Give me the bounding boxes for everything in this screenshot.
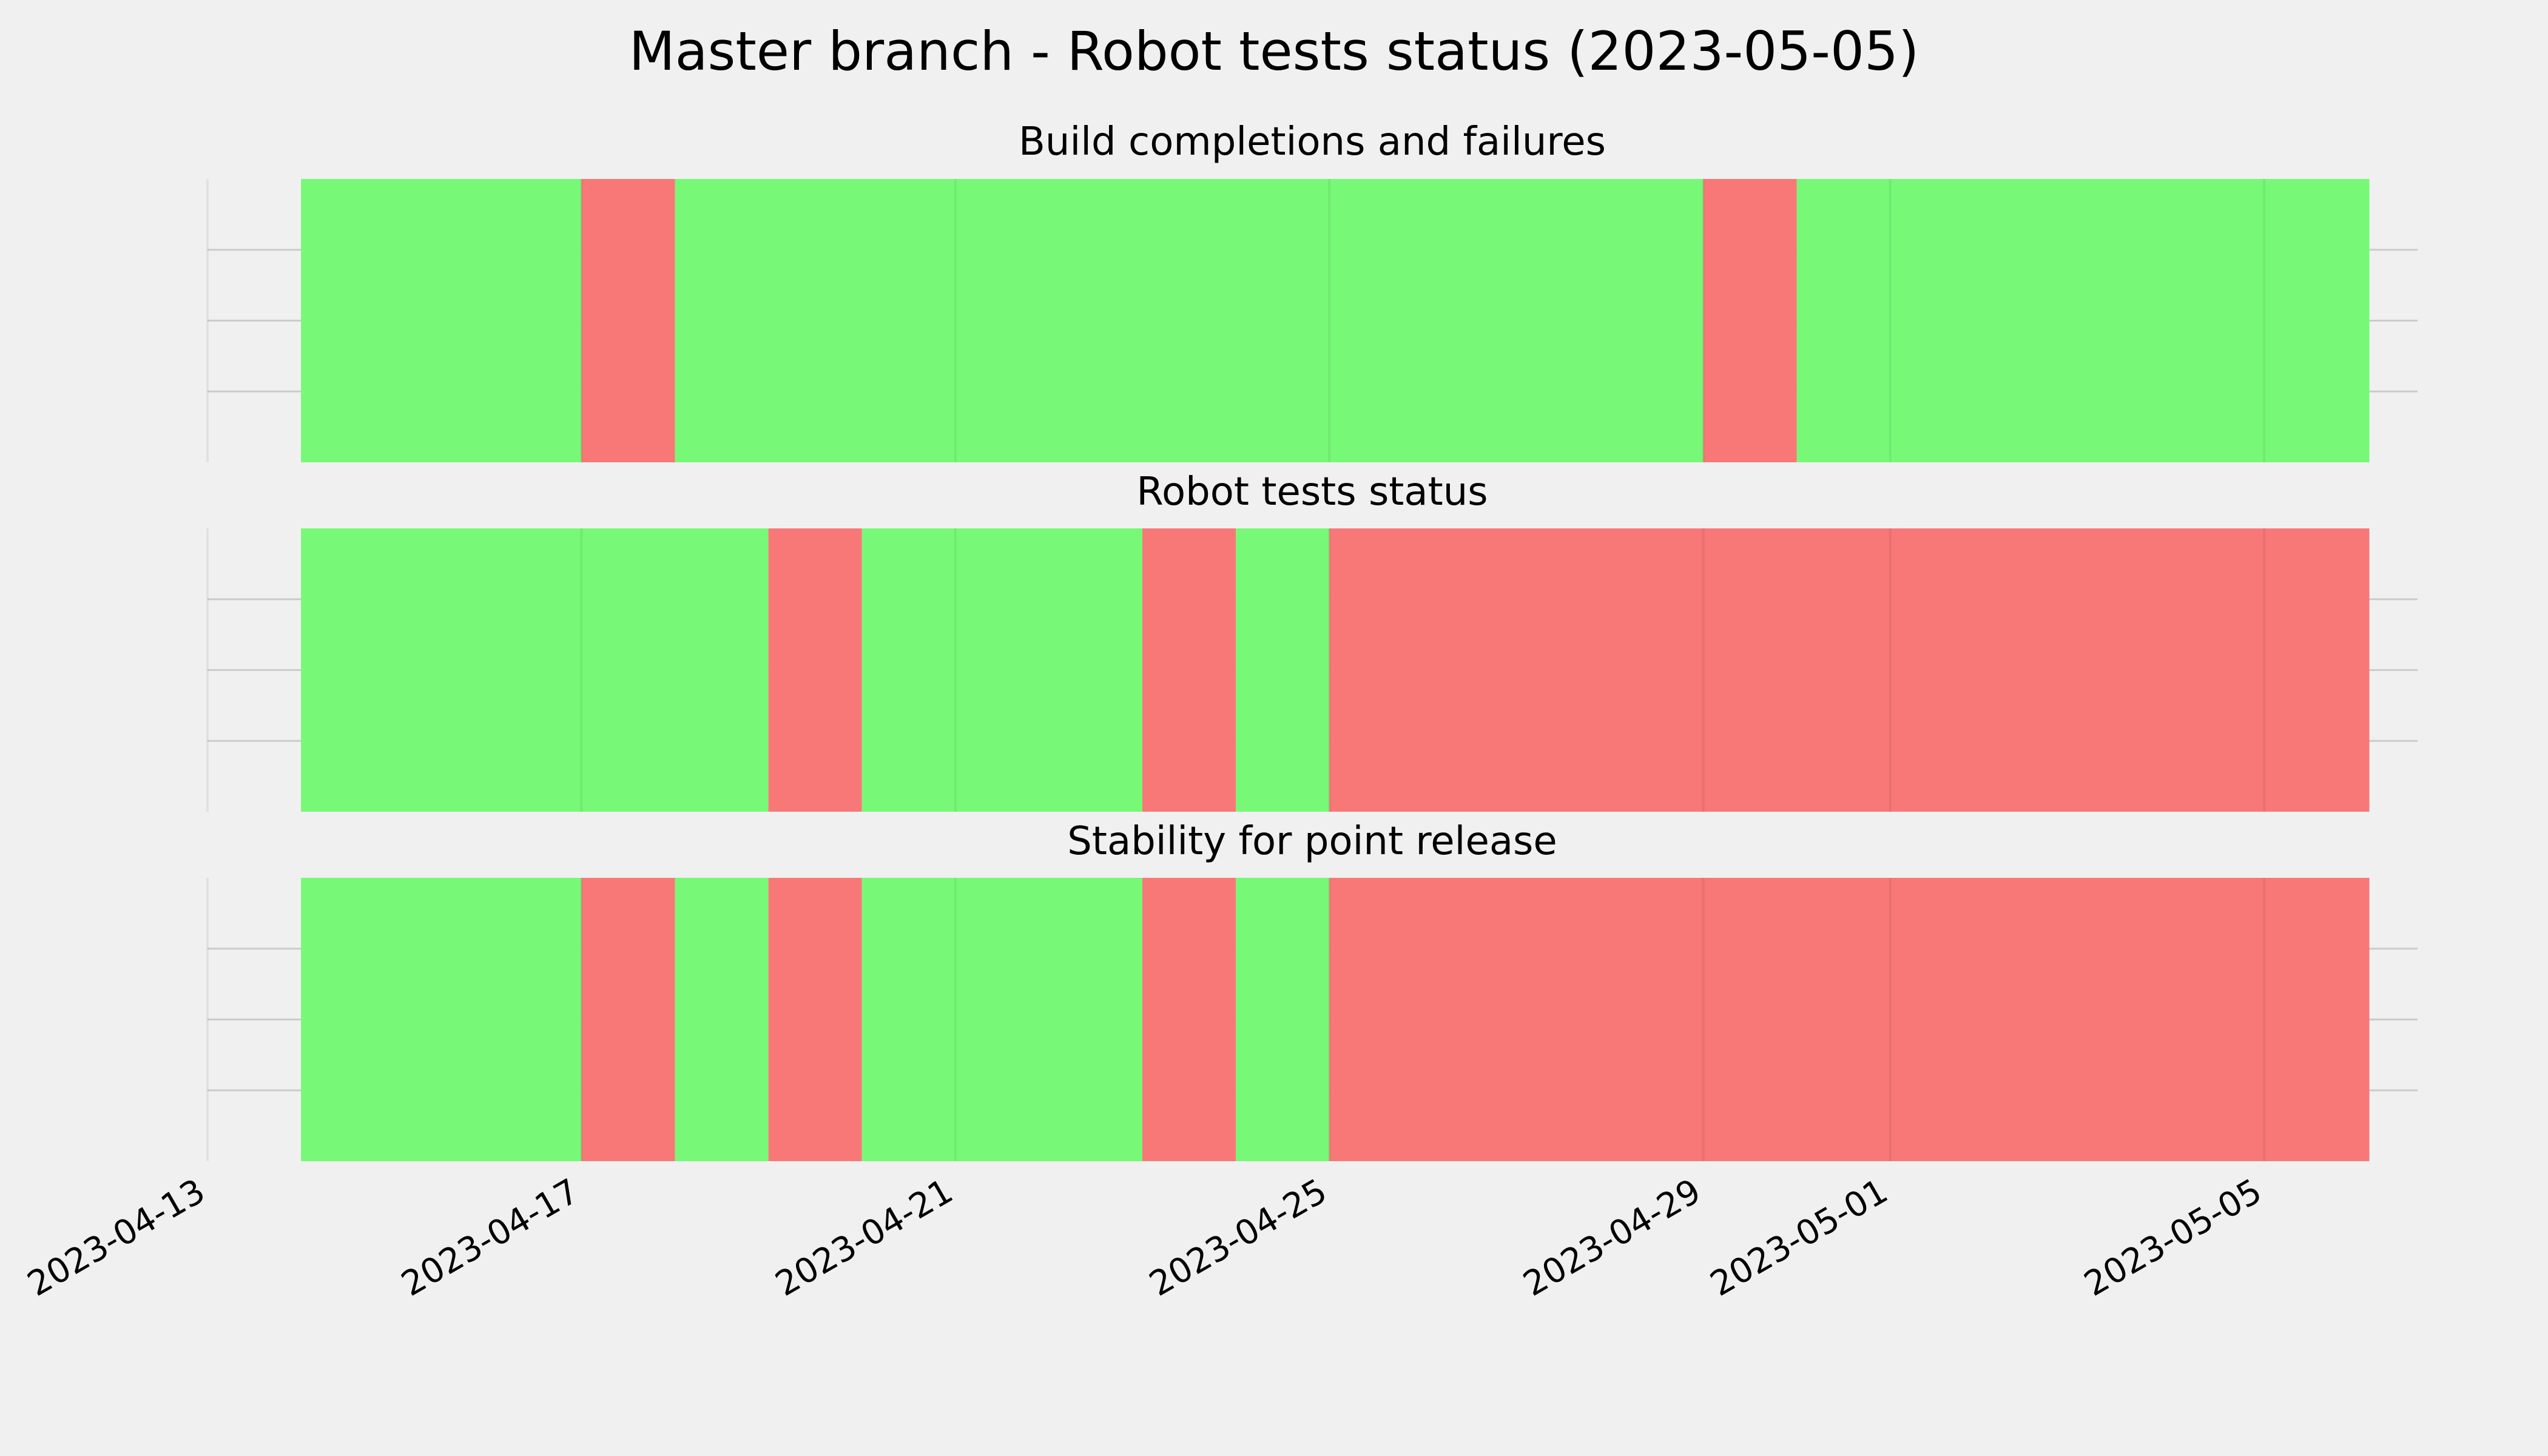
segment-fail bbox=[581, 878, 675, 1161]
segment-fail bbox=[768, 878, 862, 1161]
x-tick-label: 2023-05-01 bbox=[1704, 1171, 1894, 1304]
x-tick-label: 2023-05-05 bbox=[2078, 1171, 2268, 1304]
segment-fail bbox=[1142, 528, 1236, 812]
segment-pass bbox=[675, 878, 769, 1161]
segment-fail bbox=[1329, 878, 2370, 1161]
segment-pass bbox=[861, 878, 1142, 1161]
x-tick-label: 2023-04-21 bbox=[769, 1171, 959, 1304]
segment-fail bbox=[768, 528, 862, 812]
segment-pass bbox=[861, 528, 1142, 812]
x-tick-label: 2023-04-13 bbox=[21, 1171, 212, 1304]
segment-fail bbox=[581, 179, 675, 462]
panel-title: Robot tests status bbox=[1136, 470, 1488, 514]
panel-1: Build completions and failures bbox=[206, 120, 2418, 462]
panel-3: Stability for point release bbox=[206, 819, 2418, 1161]
segment-fail bbox=[1703, 179, 1797, 462]
segment-fail bbox=[1329, 528, 2370, 812]
chart-title: Master branch - Robot tests status (2023… bbox=[629, 20, 1919, 83]
segment-pass bbox=[301, 179, 582, 462]
x-tick-label: 2023-04-25 bbox=[1143, 1171, 1333, 1304]
segment-pass bbox=[1236, 528, 1330, 812]
x-axis: 2023-04-13 2023-04-17 2023-04-21 2023-04-25… bbox=[21, 1171, 2269, 1304]
panel-title: Build completions and failures bbox=[1019, 120, 1606, 164]
segment-fail bbox=[1142, 878, 1236, 1161]
x-tick-label: 2023-04-17 bbox=[395, 1171, 585, 1304]
segment-pass bbox=[1796, 179, 2370, 462]
panel-2: Robot tests status bbox=[206, 470, 2418, 812]
segment-pass bbox=[301, 878, 582, 1161]
segment-pass bbox=[301, 528, 769, 812]
x-tick-label: 2023-04-29 bbox=[1517, 1171, 1707, 1304]
segment-pass bbox=[1236, 878, 1330, 1161]
segment-pass bbox=[675, 179, 1704, 462]
panel-title: Stability for point release bbox=[1067, 819, 1557, 864]
